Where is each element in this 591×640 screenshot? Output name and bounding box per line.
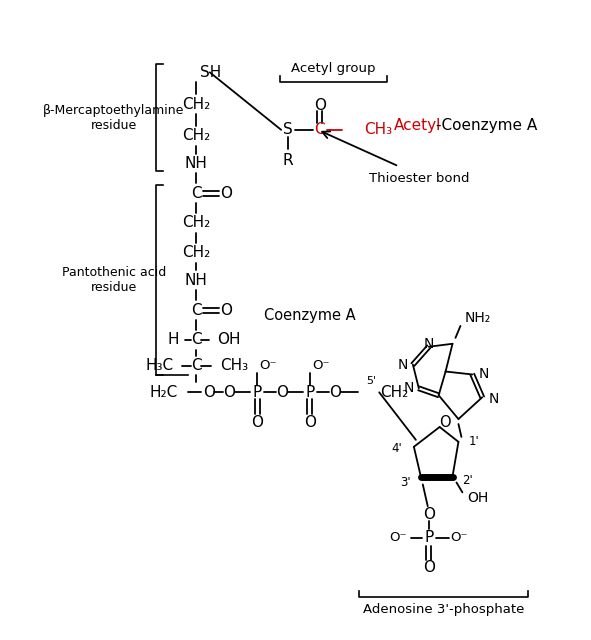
Text: NH: NH — [184, 156, 207, 171]
Text: Pantothenic acid
residue: Pantothenic acid residue — [61, 266, 166, 294]
Text: CH₃: CH₃ — [364, 122, 392, 138]
Text: N: N — [478, 367, 489, 381]
Text: 5': 5' — [366, 376, 376, 387]
Text: P: P — [424, 531, 433, 545]
Text: C: C — [191, 332, 202, 348]
Text: N: N — [404, 381, 414, 396]
Text: NH₂: NH₂ — [465, 311, 491, 325]
Text: CH₂: CH₂ — [182, 216, 210, 230]
Text: -Coenzyme A: -Coenzyme A — [436, 118, 537, 133]
Text: 3': 3' — [400, 476, 411, 489]
Text: O: O — [203, 385, 215, 400]
Text: N: N — [424, 337, 434, 351]
Text: O: O — [439, 415, 450, 429]
Text: CH₂: CH₂ — [380, 385, 408, 400]
Text: H₃C: H₃C — [145, 358, 173, 373]
Text: O: O — [329, 385, 340, 400]
Text: O⁻: O⁻ — [259, 359, 277, 372]
Text: Acetyl: Acetyl — [394, 118, 441, 133]
Text: CH₂: CH₂ — [182, 128, 210, 143]
Text: O: O — [251, 415, 264, 429]
Text: O: O — [423, 560, 435, 575]
Text: 1': 1' — [468, 435, 479, 449]
Text: C: C — [191, 303, 202, 317]
Text: P: P — [305, 385, 314, 400]
Text: 4': 4' — [391, 442, 402, 455]
Text: CH₂: CH₂ — [182, 97, 210, 111]
Text: P: P — [253, 385, 262, 400]
Text: Coenzyme A: Coenzyme A — [264, 308, 356, 323]
Text: Adenosine 3'-phosphate: Adenosine 3'-phosphate — [363, 603, 524, 616]
Text: O⁻: O⁻ — [312, 359, 329, 372]
Text: O⁻: O⁻ — [389, 531, 407, 545]
Text: Thioester bond: Thioester bond — [369, 172, 469, 185]
Text: R: R — [282, 153, 293, 168]
Text: O: O — [314, 97, 326, 113]
Text: Acetyl group: Acetyl group — [291, 62, 376, 75]
Text: O: O — [223, 385, 235, 400]
Text: O: O — [220, 303, 232, 317]
Text: O: O — [220, 186, 232, 201]
Text: CH₃: CH₃ — [220, 358, 248, 373]
Text: S: S — [283, 122, 293, 138]
Text: C: C — [191, 358, 202, 373]
Text: β-Mercaptoethylamine
residue: β-Mercaptoethylamine residue — [43, 104, 184, 132]
Text: 2': 2' — [462, 474, 473, 487]
Text: O: O — [304, 415, 316, 429]
Text: H₂C: H₂C — [150, 385, 178, 400]
Text: O: O — [276, 385, 288, 400]
Text: SH: SH — [200, 65, 221, 80]
Text: OH: OH — [467, 492, 489, 506]
Text: CH₂: CH₂ — [182, 245, 210, 260]
Text: NH: NH — [184, 273, 207, 288]
Text: C: C — [314, 122, 325, 138]
Text: N: N — [488, 392, 499, 406]
Text: O⁻: O⁻ — [450, 531, 468, 545]
Text: OH: OH — [217, 332, 241, 348]
Text: O: O — [423, 507, 435, 522]
Text: C: C — [191, 186, 202, 201]
Text: H: H — [168, 332, 179, 348]
Text: N: N — [398, 358, 408, 372]
